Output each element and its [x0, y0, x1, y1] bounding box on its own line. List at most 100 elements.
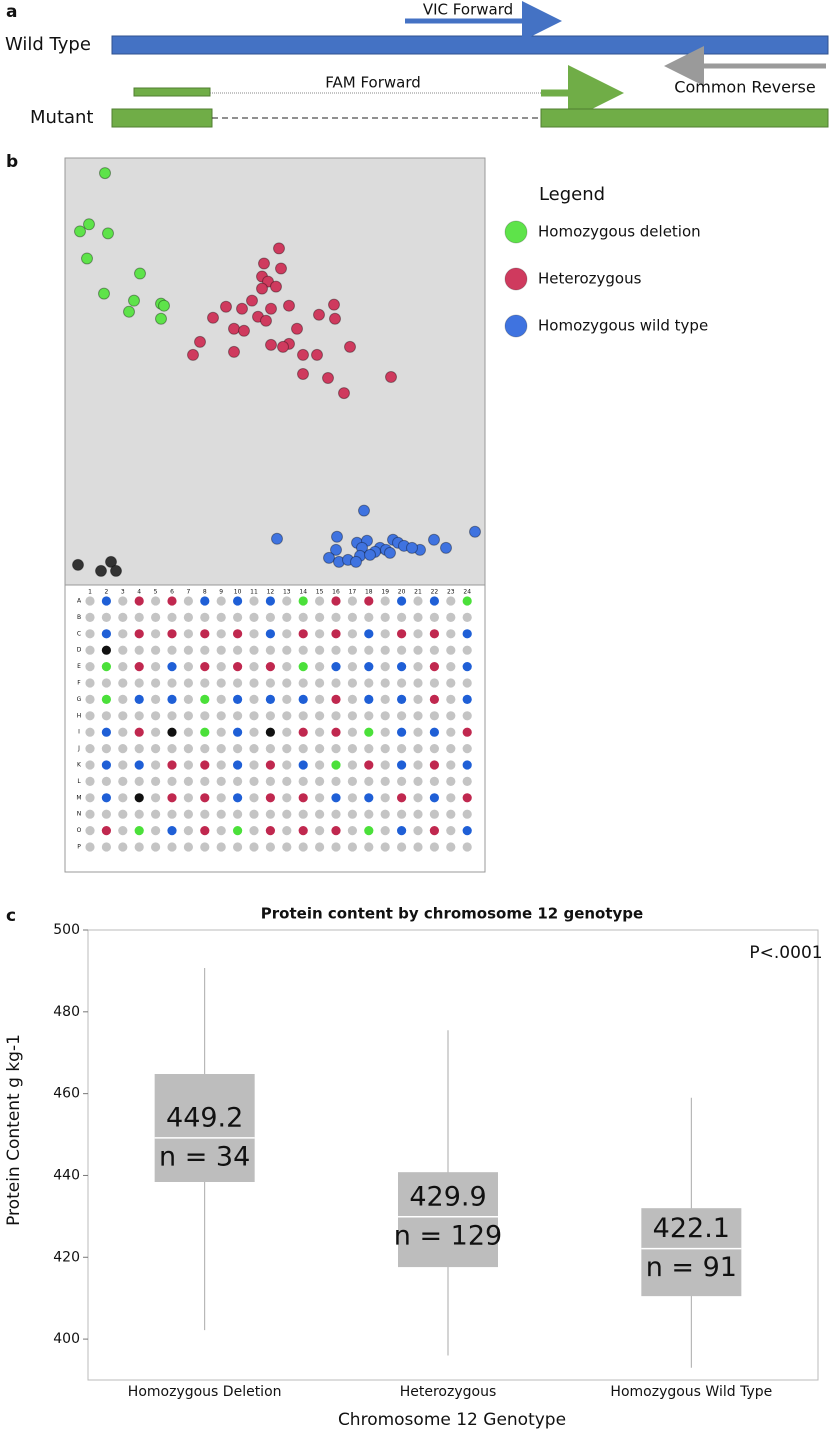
- well: [429, 727, 439, 737]
- point: [236, 302, 248, 315]
- point: [72, 558, 84, 571]
- well: [216, 727, 226, 737]
- row-label: E: [77, 663, 81, 670]
- well: [265, 727, 275, 737]
- well: [331, 727, 341, 737]
- row-label: G: [77, 696, 82, 703]
- well: [151, 678, 161, 688]
- well: [85, 793, 95, 803]
- point: [128, 294, 140, 307]
- well: [183, 662, 193, 672]
- well: [364, 744, 374, 754]
- column-label: 1: [88, 589, 92, 596]
- well: [380, 645, 390, 655]
- point: [98, 287, 110, 300]
- well: [101, 776, 111, 787]
- well: [364, 694, 374, 705]
- well: [200, 711, 210, 721]
- well: [183, 678, 193, 688]
- well: [216, 596, 226, 606]
- well: [347, 711, 357, 721]
- well: [134, 645, 144, 655]
- well: [429, 809, 439, 819]
- well: [462, 711, 472, 721]
- well: [347, 842, 357, 852]
- well: [429, 842, 439, 852]
- point: [207, 311, 219, 324]
- n-label: n = 129: [394, 1220, 502, 1251]
- point: [228, 322, 240, 335]
- well: [364, 678, 374, 688]
- well: [249, 678, 259, 688]
- well: [85, 842, 95, 852]
- well: [101, 678, 111, 688]
- well: [364, 662, 374, 672]
- well: [397, 760, 407, 770]
- well: [315, 662, 325, 672]
- column-label: 21: [414, 589, 422, 596]
- well: [265, 711, 275, 721]
- well: [167, 612, 177, 623]
- point: [110, 564, 122, 577]
- well: [85, 694, 95, 705]
- well: [413, 694, 423, 705]
- legend-marker: [504, 267, 528, 291]
- well: [429, 629, 439, 639]
- well: [183, 809, 193, 819]
- well: [85, 809, 95, 819]
- point: [275, 262, 287, 275]
- well: [216, 711, 226, 721]
- row-label: H: [77, 712, 82, 719]
- well: [446, 760, 456, 770]
- well: [282, 596, 292, 606]
- well: [167, 793, 177, 803]
- point: [313, 308, 325, 321]
- row-label: K: [77, 762, 82, 769]
- well: [315, 645, 325, 655]
- well: [200, 727, 210, 737]
- well: [118, 744, 128, 754]
- point: [428, 533, 440, 546]
- well: [413, 678, 423, 688]
- well: [282, 629, 292, 639]
- well: [233, 776, 243, 787]
- column-label: 18: [365, 589, 373, 596]
- annotation: P<.0001: [749, 943, 822, 963]
- panel-label: a: [6, 2, 17, 22]
- mutant-label: Mutant: [30, 107, 94, 128]
- well: [298, 744, 308, 754]
- well: [134, 826, 144, 836]
- well: [282, 711, 292, 721]
- column-label: 14: [299, 589, 307, 596]
- point: [102, 227, 114, 240]
- wild-type-bar: [111, 35, 829, 55]
- row-label: I: [78, 729, 80, 736]
- well: [331, 760, 341, 770]
- well: [347, 727, 357, 737]
- well: [315, 629, 325, 639]
- well: [282, 645, 292, 655]
- column-label: 10: [234, 589, 242, 596]
- well: [380, 842, 390, 852]
- well: [118, 596, 128, 606]
- point: [74, 225, 86, 238]
- well: [249, 629, 259, 639]
- row-label: B: [77, 614, 81, 621]
- point: [265, 302, 277, 315]
- well: [429, 678, 439, 688]
- point: [311, 348, 323, 361]
- point: [323, 551, 335, 564]
- well: [101, 809, 111, 819]
- mean-label: 422.1: [653, 1213, 730, 1244]
- well: [397, 645, 407, 655]
- well: [298, 629, 308, 639]
- well: [413, 645, 423, 655]
- well: [282, 678, 292, 688]
- well: [462, 678, 472, 688]
- well: [282, 793, 292, 803]
- well: [151, 694, 161, 705]
- well: [167, 809, 177, 819]
- well: [413, 727, 423, 737]
- mutant-bar: [111, 108, 213, 128]
- well: [397, 678, 407, 688]
